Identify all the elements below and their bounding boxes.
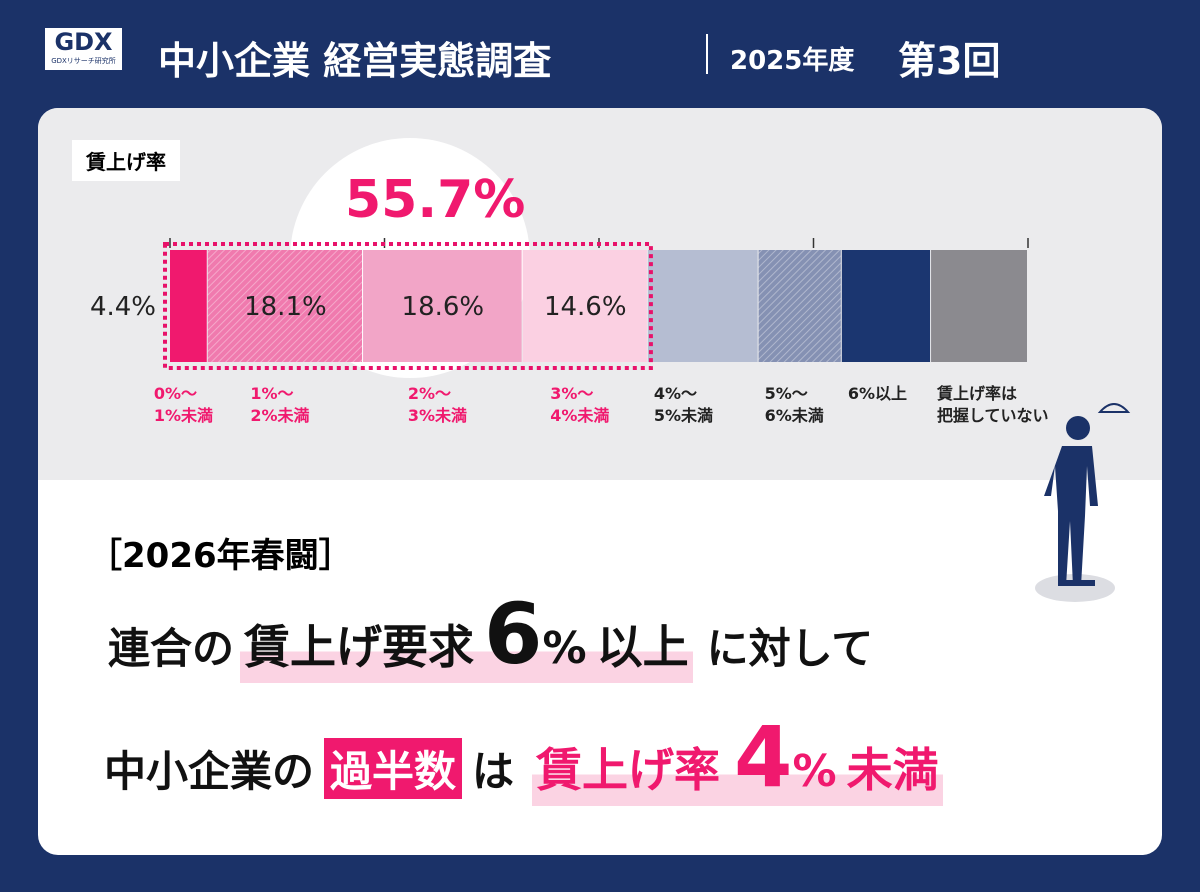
category-label: 賃上げ率は 把握していない <box>937 384 1049 425</box>
headline-text: 賃上げ率 <box>536 743 721 797</box>
thought-icon <box>1097 403 1131 413</box>
headline-unit: % <box>542 623 587 674</box>
headline-text: 未満 <box>846 743 939 797</box>
bar-hatch <box>758 250 841 362</box>
bar-segment <box>841 250 931 362</box>
bar-segment <box>363 250 522 362</box>
highlight: 賃上げ要求 6 % 以上 <box>240 585 693 683</box>
header-year: 2025年度 <box>730 46 855 76</box>
category-label: 3%〜 4%未満 <box>550 384 610 425</box>
value-label: 4.4% <box>90 292 156 322</box>
headline-text: に対して <box>706 624 874 673</box>
bar-segment <box>170 250 207 362</box>
headline-number: 4 <box>734 708 793 806</box>
category-label: 1%〜 2%未満 <box>250 384 310 425</box>
value-label: 14.6% <box>544 292 627 322</box>
headline-number: 6 <box>484 585 543 683</box>
annotation: 55.7% <box>345 170 526 230</box>
headline-line2: 中小企業の 過半数 は 賃上げ率 4 % 未満 <box>104 708 943 806</box>
person <box>1044 416 1098 586</box>
highlight-box <box>163 242 653 370</box>
logo-text: GDX <box>54 28 113 56</box>
bar-segment <box>931 250 1027 362</box>
headline-text: 以上 <box>596 620 689 674</box>
category-label: 0%〜 1%未満 <box>153 384 214 425</box>
logo-caption: GDXリサーチ研究所 <box>51 57 116 65</box>
headline-badge: 過半数 <box>324 738 463 799</box>
header-title: 中小企業 経営実態調査 <box>158 39 552 83</box>
headline-text: 賃上げ要求 <box>244 620 475 674</box>
headline-tag: ［2026年春闘］ <box>88 536 353 576</box>
category-label: 4%〜 5%未満 <box>653 384 714 425</box>
bar-segment <box>522 250 647 362</box>
category-label: 6%以上 <box>847 384 907 403</box>
category-label: 2%〜 3%未満 <box>407 384 468 425</box>
headline-unit: % <box>792 746 837 797</box>
category-label: 5%〜 6%未満 <box>764 384 824 425</box>
bar-segment <box>647 250 758 362</box>
logo: GDX GDXリサーチ研究所 <box>45 28 122 70</box>
header-issue: 第3回 <box>898 39 1001 83</box>
value-label: 18.1% <box>244 292 327 322</box>
bar-hatch <box>207 250 363 362</box>
headline-text: 連合の <box>108 624 235 673</box>
headline-text: は <box>472 747 515 796</box>
value-label: 18.6% <box>402 292 485 322</box>
divider <box>706 34 708 74</box>
headline-line1: 連合の 賃上げ要求 6 % 以上 に対して <box>108 585 873 683</box>
headline-text: 中小企業の <box>104 747 315 796</box>
highlight: 賃上げ率 4 % 未満 <box>532 708 943 806</box>
chart-label: 賃上げ率 <box>72 140 180 181</box>
